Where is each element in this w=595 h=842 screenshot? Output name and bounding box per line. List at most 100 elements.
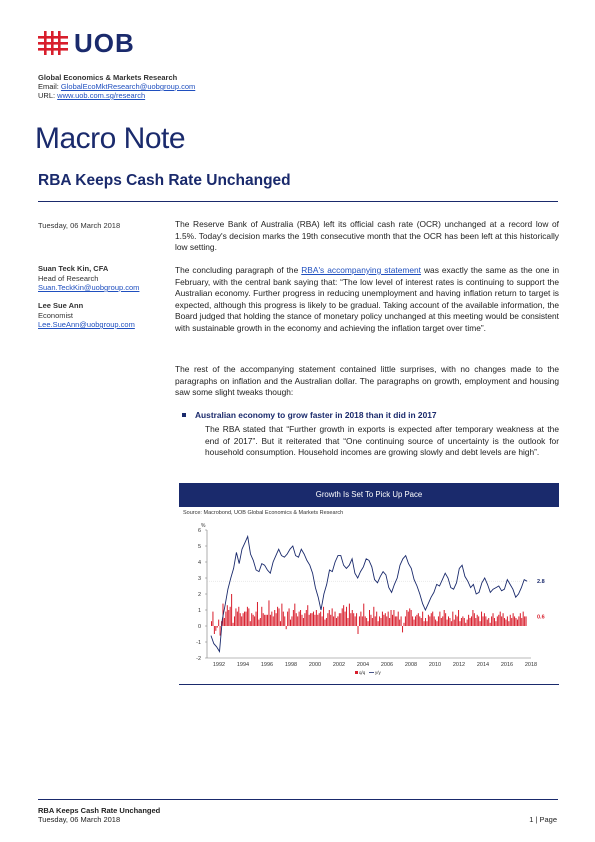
bar-qq [416,614,418,626]
x-tick-label: 2016 [501,662,513,668]
bar-qq [512,613,514,626]
y-tick-label: 0 [198,624,201,630]
bar-qq [509,614,511,626]
bar-qq [427,614,429,626]
research-url-link[interactable]: www.uob.com.sg/research [57,91,146,100]
bar-qq [413,619,415,626]
uob-logo-mark-icon [38,31,68,55]
bar-qq [493,618,495,626]
bar-qq [356,613,358,626]
y-tick-label: 6 [198,528,201,534]
bar-qq [442,616,444,626]
bar-qq [384,613,386,626]
bar-qq [396,616,398,626]
bar-qq [228,610,230,626]
bar-qq [229,606,231,626]
bar-qq [498,614,500,626]
bar-qq [515,618,517,626]
bar-qq [432,611,434,626]
bar-qq [470,616,472,626]
bar-qq [381,611,383,626]
bar-qq [465,622,467,626]
bar-qq [468,614,470,626]
chart-title: Growth Is Set To Pick Up Pace [179,483,559,507]
bar-qq [251,613,253,626]
x-tick-label: 2008 [405,662,417,668]
bar-qq [341,608,343,626]
research-email-link[interactable]: GlobalEcoMktResearch@uobgroup.com [60,82,196,91]
bar-qq [254,616,256,626]
bar-qq [366,618,368,626]
bar-qq [449,618,451,626]
bar-qq [302,618,304,626]
bar-qq [492,613,494,626]
bar-qq [284,616,286,626]
bar-qq [246,606,248,626]
bar-qq [429,616,431,626]
bar-qq [281,603,283,626]
email-label: Email: [38,82,61,91]
bar-qq [318,613,320,626]
bar-qq [223,618,225,626]
y-tick-label: -1 [196,640,201,646]
bar-qq [310,613,312,626]
bar-qq [238,606,240,626]
bar-qq [508,621,510,626]
author-email-link[interactable]: Lee.SueAnn@uobgroup.com [38,320,135,329]
research-header: Global Economics & Markets Research Emai… [38,73,195,100]
bar-qq [363,603,365,626]
bar-qq [383,614,385,626]
bar-qq [370,614,372,626]
bar-qq [315,610,317,626]
bar-qq [433,616,435,626]
y-tick-label: 1 [198,608,201,614]
bar-qq [304,613,306,626]
y-tick-label: 2 [198,592,201,598]
q-series-end-label: 0.6 [537,614,545,620]
bar-qq [347,618,349,626]
bar-qq [330,614,332,626]
x-tick-label: 2012 [453,662,465,668]
bar-qq [459,621,461,626]
bar-qq [420,618,422,626]
author-block-2: Lee Sue Ann Economist Lee.SueAnn@uobgrou… [38,301,135,330]
bar-qq [360,611,362,626]
bar-qq [346,606,348,626]
bar-qq [292,610,294,626]
bar-qq [262,613,264,626]
bar-qq [255,611,257,626]
author-block-1: Suan Teck Kin, CFA Head of Research Suan… [38,264,139,293]
bar-qq [374,616,376,626]
y-tick-label: 3 [198,576,201,582]
bar-qq [211,621,213,626]
bar-qq [314,614,316,626]
bar-qq [335,618,337,626]
bar-qq [288,608,290,626]
chart-source: Source: Macrobond, UOB Global Economics … [183,510,344,516]
paragraph-text: The Reserve Bank of Australia (RBA) left… [175,219,559,253]
bar-qq [504,618,506,626]
author-name: Suan Teck Kin, CFA [38,264,109,273]
bar-qq [417,613,419,626]
bar-qq [327,613,329,626]
title-divider [38,201,558,202]
bar-qq [406,610,408,626]
bullet-square-icon [182,413,186,417]
author-email-link[interactable]: Suan.TeckKin@uobgroup.com [38,283,140,292]
bar-qq [505,619,507,626]
bar-qq [475,618,477,626]
bar-qq [361,616,363,626]
bar-qq [387,611,389,626]
bar-qq [453,619,455,626]
legend-label-qq: q/q [359,670,366,675]
bar-qq [235,608,237,626]
bar-qq [287,611,289,626]
bar-qq [256,602,258,626]
chart-divider [179,684,559,685]
bar-qq [353,613,355,626]
rba-statement-link[interactable]: RBA's accompanying statement [301,265,421,275]
bar-qq [514,616,516,626]
bar-qq [252,614,254,626]
bar-qq [285,626,287,630]
bar-qq [291,616,293,626]
